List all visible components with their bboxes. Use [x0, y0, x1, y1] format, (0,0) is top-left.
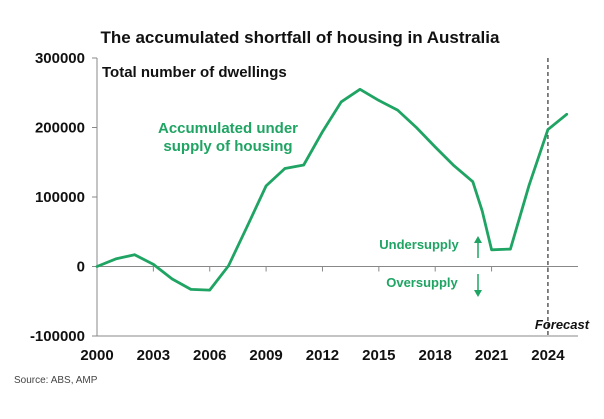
y-tick-label: -100000 [30, 328, 85, 345]
data-point [133, 253, 136, 256]
data-point [95, 265, 99, 268]
data-point [246, 225, 249, 228]
data-point [152, 263, 155, 266]
data-point [565, 113, 568, 116]
data-point [452, 164, 456, 167]
x-tick-label: 2009 [249, 347, 282, 364]
x-tick-label: 2024 [531, 347, 565, 364]
data-point [321, 130, 324, 133]
data-point [527, 184, 531, 187]
data-point [415, 126, 418, 129]
data-point [227, 264, 230, 267]
series-layer [95, 87, 569, 292]
oversupply-label: Oversupply [386, 275, 458, 290]
data-point [340, 100, 343, 104]
x-tick-label: 2018 [419, 347, 452, 364]
data-point [114, 257, 118, 261]
data-point [208, 288, 211, 292]
chart-title: The accumulated shortfall of housing in … [101, 28, 500, 47]
oversupply-arrow-icon [474, 274, 482, 297]
data-point [302, 163, 305, 167]
data-point [358, 88, 362, 91]
data-point [471, 180, 474, 183]
y-tick-label: 100000 [35, 189, 85, 206]
x-tick-label: 2021 [475, 347, 508, 364]
x-tick-label: 2012 [306, 347, 339, 364]
data-point [171, 277, 174, 281]
data-point [434, 145, 437, 149]
data-point [509, 247, 512, 251]
x-tick-label: 2003 [137, 347, 170, 364]
data-point [490, 248, 493, 251]
undersupply-label: Undersupply [379, 237, 459, 252]
data-point [481, 209, 484, 213]
series-label-line1: Accumulated under [158, 120, 298, 137]
y-tick-label: 0 [77, 259, 85, 276]
data-point [377, 99, 380, 102]
x-tick-label: 2006 [193, 347, 226, 364]
x-tick-label: 2000 [80, 347, 113, 364]
chart-subtitle: Total number of dwellings [102, 64, 287, 81]
undersupply-arrow-icon [474, 236, 482, 258]
y-tick-label: 300000 [35, 50, 85, 67]
annotations: Accumulated under supply of housing Unde… [158, 120, 590, 332]
axes: 300000 200000 100000 0 -100000 2000 2003 2006 20… [30, 50, 578, 364]
data-point [546, 128, 550, 131]
data-point [264, 184, 268, 188]
source-note: Source: ABS, AMP [14, 375, 98, 386]
series-label-line2: supply of housing [163, 138, 292, 155]
data-point [283, 167, 287, 170]
forecast-label: Forecast [535, 317, 590, 332]
x-tick-label: 2015 [362, 347, 395, 364]
data-point [189, 288, 193, 291]
data-point [396, 108, 399, 112]
y-tick-label: 200000 [35, 120, 85, 137]
